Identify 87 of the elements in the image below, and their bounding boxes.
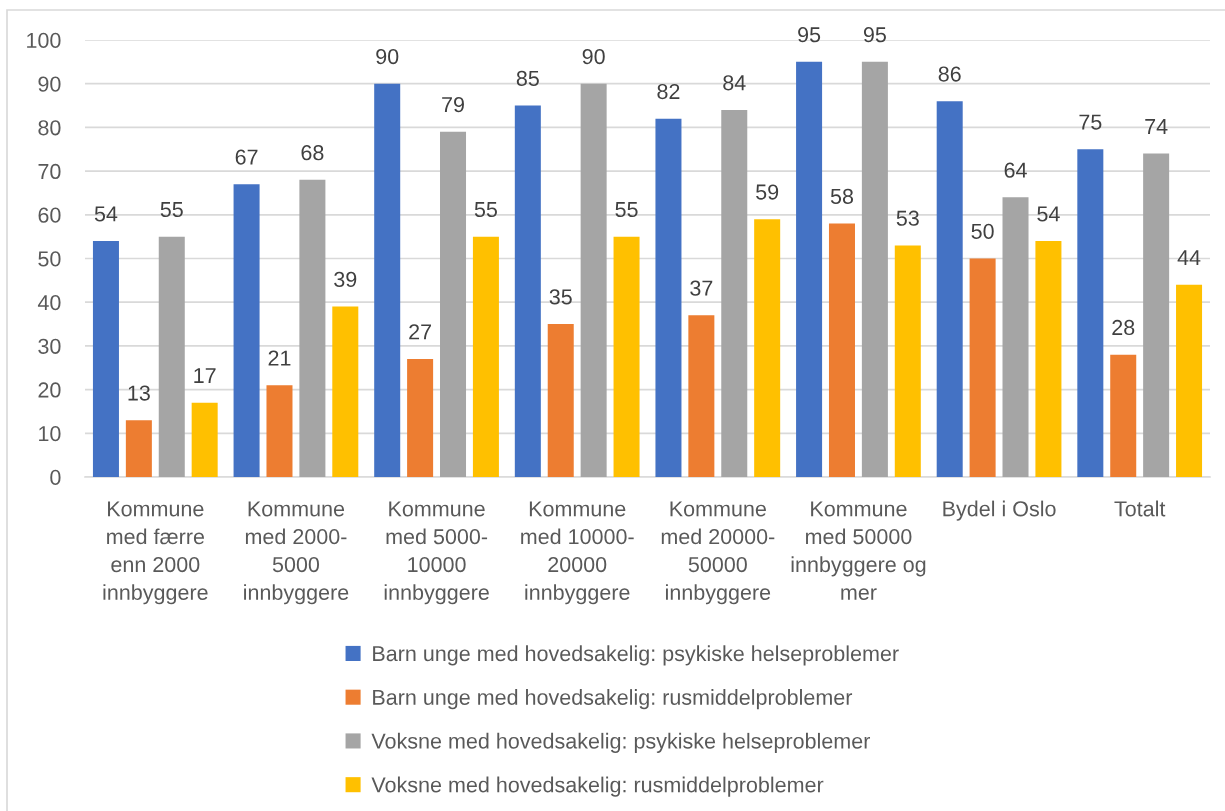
y-tick-label: 80 — [38, 120, 61, 136]
bar — [655, 118, 682, 477]
data-label: 17 — [194, 368, 216, 383]
bar — [158, 236, 185, 477]
data-label: 59 — [756, 184, 779, 200]
data-label: 90 — [376, 48, 399, 65]
bar — [233, 184, 260, 477]
data-label: 68 — [301, 145, 324, 161]
y-tick-label: 0 — [50, 469, 61, 486]
y-tick-label: 30 — [38, 338, 61, 354]
x-tick-label: Bydel i Oslo — [943, 500, 1056, 521]
bar — [1002, 197, 1029, 477]
bar — [125, 420, 152, 477]
bar — [1110, 354, 1137, 477]
x-tick-label: Kommune med færre enn 2000 innbyggere — [103, 501, 208, 605]
data-label: 55 — [474, 202, 497, 218]
data-label: 82 — [657, 83, 680, 100]
bar — [936, 101, 963, 477]
data-label: 53 — [896, 210, 919, 226]
y-tick-label: 40 — [37, 294, 61, 311]
data-label: 55 — [160, 202, 183, 218]
bar — [1176, 284, 1203, 477]
legend-label: Barn unge med hovedsakelig: rusmiddelproblemer — [373, 689, 853, 710]
data-label: 74 — [1145, 119, 1168, 134]
data-label: 21 — [268, 350, 291, 366]
data-label: 67 — [235, 149, 258, 165]
data-label: 35 — [549, 289, 572, 305]
bar — [754, 219, 781, 477]
bar — [191, 402, 218, 477]
y-tick-label: 70 — [38, 163, 61, 180]
bar — [861, 61, 888, 477]
bar — [613, 236, 640, 477]
data-label: 27 — [409, 324, 431, 340]
bar — [374, 83, 401, 477]
y-tick-label: 100 — [27, 32, 61, 49]
data-label: 84 — [723, 75, 746, 91]
x-tick-label: Kommune med 20000- 50000 innbyggere — [661, 501, 775, 605]
bar — [969, 258, 996, 477]
y-tick-label: 20 — [38, 382, 61, 398]
y-tick-label: 10 — [39, 426, 61, 442]
data-label: 37 — [690, 280, 713, 296]
bar — [1077, 149, 1104, 477]
bar — [1035, 241, 1062, 477]
data-label: 58 — [830, 188, 854, 205]
bar — [266, 385, 293, 477]
data-label: 75 — [1079, 114, 1102, 130]
legend-label: Voksne med hovedsakelig: rusmiddelproblemer — [371, 776, 824, 797]
bar — [547, 324, 574, 477]
legend-label: Barn unge med hovedsakelig: psykiske helseproblemer — [373, 645, 899, 666]
bar — [796, 61, 823, 477]
y-tick-label: 90 — [38, 76, 61, 92]
bar — [407, 359, 434, 477]
data-label: 85 — [516, 70, 539, 87]
bar — [299, 179, 326, 477]
data-label: 39 — [334, 271, 357, 288]
data-label: 28 — [1112, 319, 1135, 336]
data-label: 79 — [442, 96, 464, 113]
bar — [472, 236, 499, 477]
bar — [828, 223, 855, 477]
x-tick-label: Kommune med 2000- 5000 innbyggere — [244, 501, 349, 605]
bar — [1143, 153, 1170, 477]
data-label: 54 — [1037, 206, 1060, 222]
data-label: 44 — [1177, 250, 1201, 265]
bar — [580, 83, 607, 477]
x-tick-label: Kommune med 5000- 10000 innbyggere — [384, 501, 489, 605]
data-label: 50 — [971, 223, 994, 239]
data-label: 55 — [615, 202, 638, 218]
x-tick-label: Totalt — [1114, 500, 1166, 517]
bar — [332, 306, 359, 477]
data-label: 86 — [938, 66, 961, 82]
data-label: 64 — [1004, 162, 1027, 178]
data-label: 95 — [798, 27, 821, 43]
bar — [440, 131, 467, 477]
data-label: 13 — [128, 385, 150, 401]
x-tick-label: Kommune med 50000 innbyggere og mer — [791, 501, 926, 601]
bar — [92, 241, 119, 477]
data-label: 54 — [94, 206, 118, 222]
bar — [514, 105, 541, 477]
legend-label: Voksne med hovedsakelig: psykiske helseproblemer — [371, 732, 871, 753]
data-label: 95 — [863, 27, 886, 43]
y-tick-label: 50 — [38, 251, 61, 267]
bar — [721, 109, 748, 477]
bar — [894, 245, 921, 477]
data-label: 90 — [582, 48, 605, 65]
bar — [688, 315, 715, 477]
y-tick-label: 60 — [38, 207, 61, 223]
x-tick-label: Kommune med 10000- 20000 innbyggere — [521, 501, 634, 605]
